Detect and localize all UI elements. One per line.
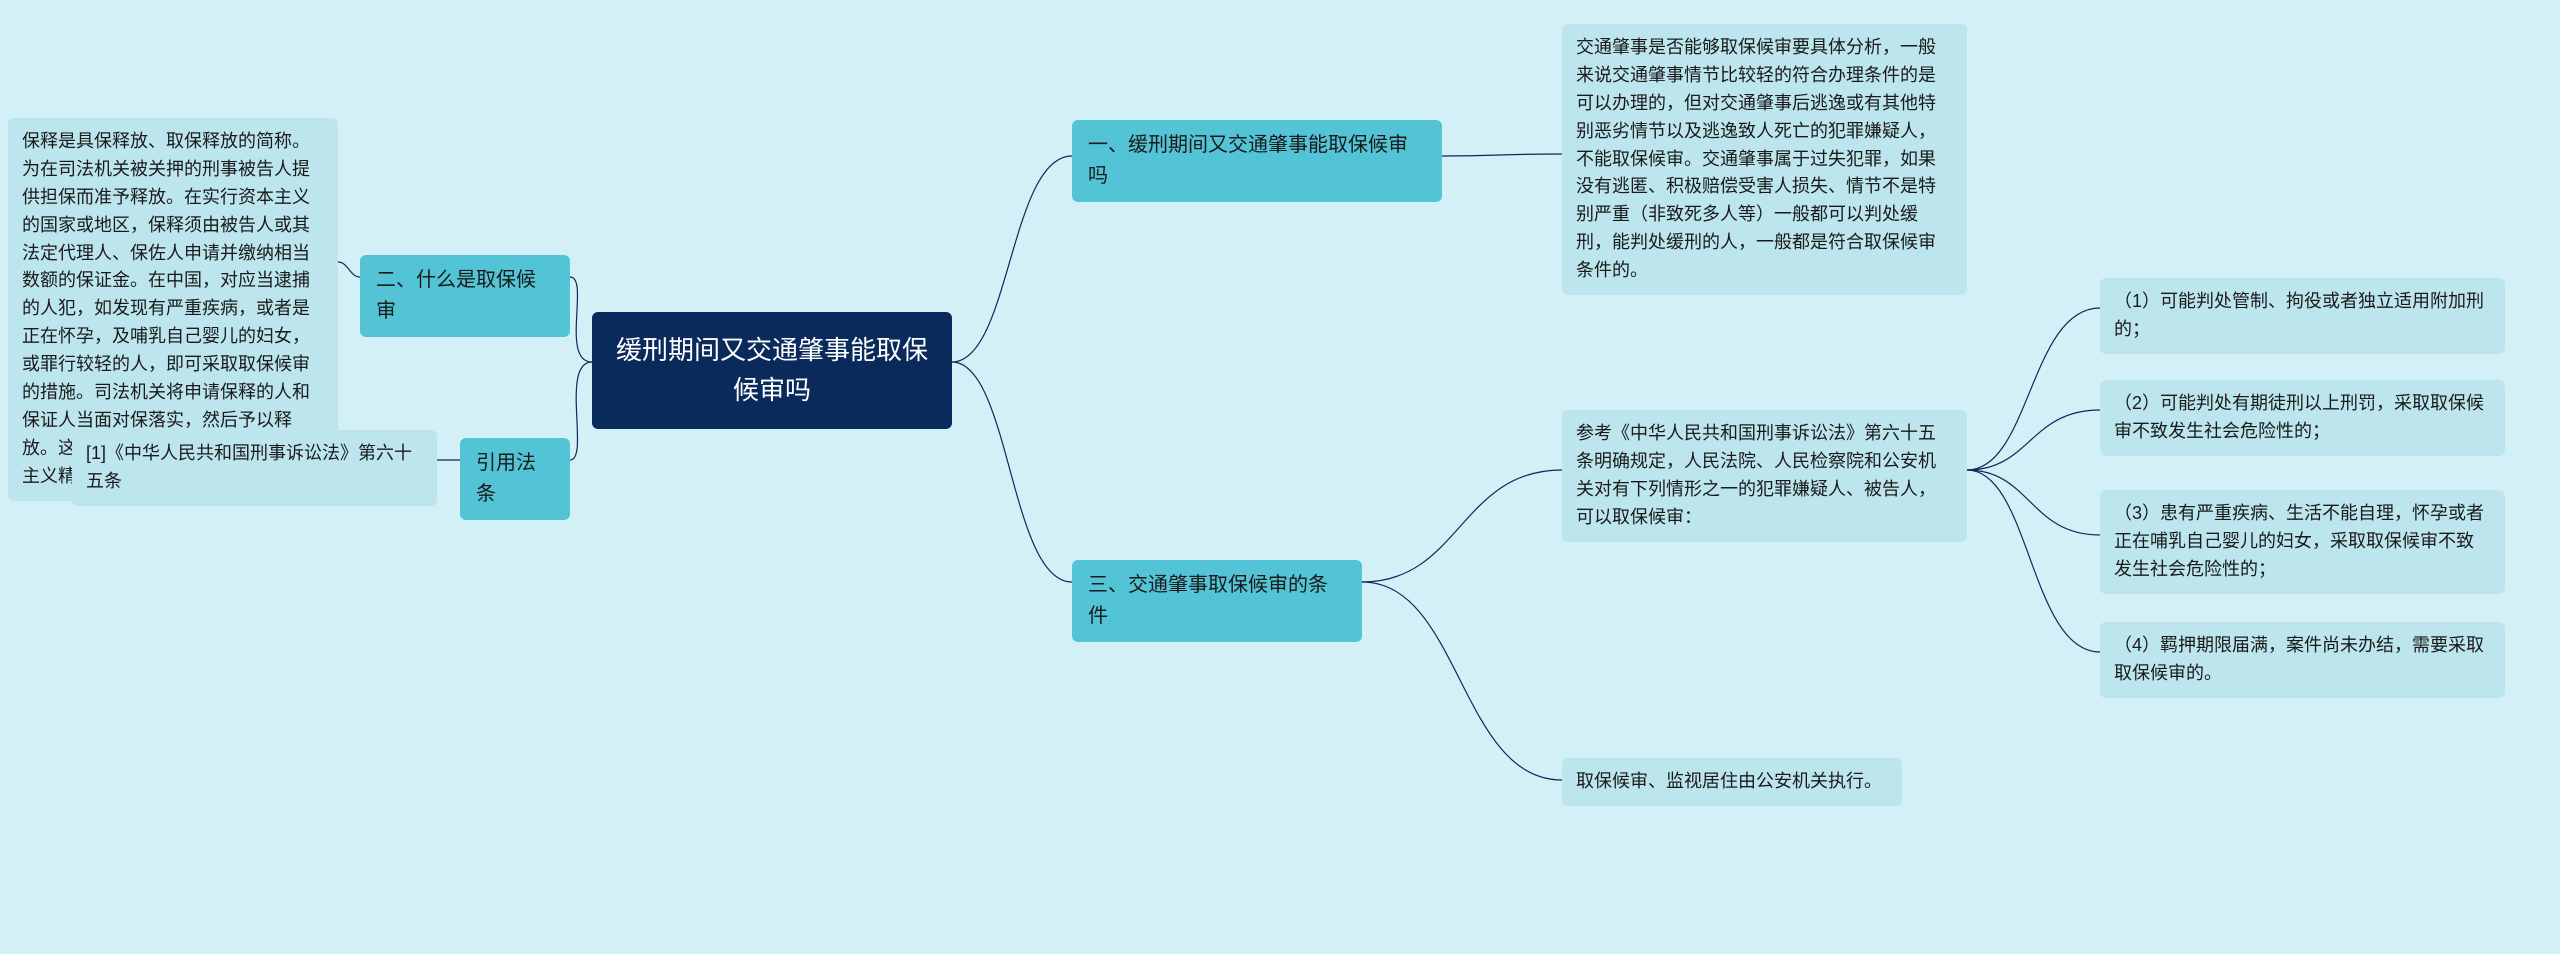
leaf-can-bail-analysis: 交通肇事是否能够取保候审要具体分析，一般来说交通肇事情节比较轻的符合办理条件的是… (1562, 24, 1967, 295)
branch-label: 二、什么是取保候审 (376, 269, 536, 322)
leaf-text: （3）患有严重疾病、生活不能自理，怀孕或者正在哺乳自己婴儿的妇女，采取取保候审不… (2114, 503, 2484, 579)
leaf-condition-2: （2）可能判处有期徒刑以上刑罚，采取取保候审不致发生社会危险性的； (2100, 380, 2505, 456)
branch-label: 一、缓刑期间又交通肇事能取保候审吗 (1088, 134, 1408, 187)
leaf-condition-1: （1）可能判处管制、拘役或者独立适用附加刑的； (2100, 278, 2505, 354)
branch-citation: 引用法条 (460, 438, 570, 520)
leaf-text: [1]《中华人民共和国刑事诉讼法》第六十五条 (86, 443, 412, 491)
leaf-citation-item: [1]《中华人民共和国刑事诉讼法》第六十五条 (72, 430, 437, 506)
leaf-text: （2）可能判处有期徒刑以上刑罚，采取取保候审不致发生社会危险性的； (2114, 393, 2484, 441)
branch-conditions: 三、交通肇事取保候审的条件 (1072, 560, 1362, 642)
root-node: 缓刑期间又交通肇事能取保候审吗 (592, 312, 952, 429)
branch-label: 引用法条 (476, 452, 536, 505)
leaf-text: 交通肇事是否能够取保候审要具体分析，一般来说交通肇事情节比较轻的符合办理条件的是… (1576, 37, 1936, 280)
root-text: 缓刑期间又交通肇事能取保候审吗 (616, 335, 928, 405)
leaf-conditions-reference: 参考《中华人民共和国刑事诉讼法》第六十五条明确规定，人民法院、人民检察院和公安机… (1562, 410, 1967, 542)
branch-label: 三、交通肇事取保候审的条件 (1088, 574, 1328, 627)
leaf-condition-4: （4）羁押期限届满，案件尚未办结，需要采取取保候审的。 (2100, 622, 2505, 698)
leaf-condition-3: （3）患有严重疾病、生活不能自理，怀孕或者正在哺乳自己婴儿的妇女，采取取保候审不… (2100, 490, 2505, 594)
leaf-text: 取保候审、监视居住由公安机关执行。 (1576, 771, 1882, 791)
branch-can-bail: 一、缓刑期间又交通肇事能取保候审吗 (1072, 120, 1442, 202)
branch-what-is-bail: 二、什么是取保候审 (360, 255, 570, 337)
leaf-text: 参考《中华人民共和国刑事诉讼法》第六十五条明确规定，人民法院、人民检察院和公安机… (1576, 423, 1936, 527)
leaf-text: （1）可能判处管制、拘役或者独立适用附加刑的； (2114, 291, 2484, 339)
leaf-execution-authority: 取保候审、监视居住由公安机关执行。 (1562, 758, 1902, 806)
leaf-text: （4）羁押期限届满，案件尚未办结，需要采取取保候审的。 (2114, 635, 2484, 683)
